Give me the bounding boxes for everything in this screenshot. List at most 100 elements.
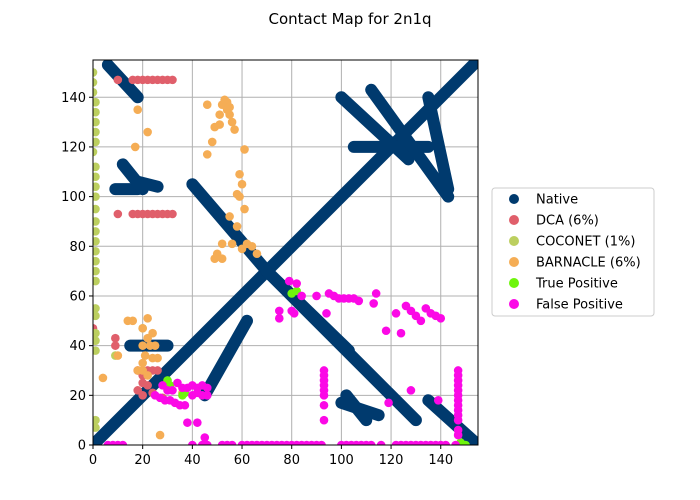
data-point <box>93 276 100 286</box>
y-tick-label: 60 <box>69 289 86 304</box>
data-point <box>93 346 100 355</box>
data-point <box>207 137 217 147</box>
data-point <box>93 415 100 425</box>
data-point <box>143 333 152 343</box>
data-point <box>322 309 331 318</box>
data-point <box>123 316 133 326</box>
data-point <box>93 237 100 246</box>
data-point <box>366 440 376 445</box>
data-point <box>168 75 177 85</box>
data-point <box>319 415 329 425</box>
data-point <box>138 341 147 350</box>
data-point <box>93 127 100 137</box>
data-point <box>183 418 192 427</box>
legend-label: Native <box>536 193 578 208</box>
legend-label: BARNACLE (6%) <box>536 256 641 271</box>
data-point <box>406 386 416 395</box>
data-point <box>143 381 152 390</box>
data-point <box>227 239 237 249</box>
plot-area <box>93 60 478 445</box>
data-point <box>369 299 378 308</box>
data-point <box>225 212 234 221</box>
plot-frame <box>92 59 479 446</box>
data-point <box>93 162 100 172</box>
data-point <box>98 373 108 383</box>
data-point <box>240 145 249 154</box>
y-tick-label: 140 <box>61 91 86 106</box>
data-point <box>93 137 100 147</box>
native-contact-band <box>422 91 455 196</box>
data-point <box>381 326 391 336</box>
legend-marker <box>509 236 519 246</box>
data-point <box>222 105 232 114</box>
native-contact-band <box>422 394 478 445</box>
data-point <box>113 351 123 360</box>
data-point <box>138 358 147 368</box>
native-contact-band <box>198 314 253 402</box>
data-point <box>289 309 299 318</box>
data-point <box>111 333 120 343</box>
data-point <box>227 440 237 445</box>
data-point <box>200 433 210 442</box>
data-point <box>453 430 463 440</box>
data-point <box>93 246 100 256</box>
data-point <box>396 328 406 338</box>
data-point <box>113 209 123 219</box>
data-point <box>93 217 100 226</box>
y-tick-label: 0 <box>78 439 86 454</box>
data-point <box>284 276 294 286</box>
y-tick-label: 100 <box>61 190 86 205</box>
data-point <box>220 95 229 105</box>
x-tick-label: 80 <box>283 453 300 468</box>
data-point <box>319 400 329 410</box>
data-point <box>140 351 150 360</box>
x-tick-label: 140 <box>428 453 453 468</box>
data-point <box>93 147 98 157</box>
native-contact-band <box>365 83 455 203</box>
y-tick-label: 40 <box>69 339 86 354</box>
data-point <box>143 314 152 323</box>
data-point <box>143 127 152 137</box>
native-contact-band <box>101 60 144 104</box>
data-point <box>451 440 460 445</box>
y-tick-label: 20 <box>69 389 86 404</box>
legend-label: COCONET (1%) <box>536 235 635 250</box>
data-point <box>155 430 165 440</box>
data-point <box>202 100 212 110</box>
data-point <box>217 254 227 264</box>
data-point <box>252 249 262 259</box>
legend: Native DCA (6%) COCONET (1%) BARNACLE (6%) T… <box>491 187 655 317</box>
data-point <box>188 440 197 445</box>
data-point <box>215 110 224 119</box>
data-point <box>461 440 470 445</box>
data-point <box>113 75 123 85</box>
data-point <box>93 423 100 432</box>
native-contact-band <box>186 178 273 278</box>
data-point <box>93 182 100 191</box>
series-false-positive <box>103 276 463 445</box>
data-point <box>453 415 463 425</box>
data-point <box>93 117 100 127</box>
data-point <box>118 440 128 445</box>
data-point <box>93 107 100 117</box>
data-point <box>168 209 177 219</box>
data-point <box>247 241 257 251</box>
data-point <box>93 336 100 345</box>
data-point <box>230 125 239 134</box>
scatter-points <box>93 68 470 445</box>
data-point <box>93 256 100 266</box>
data-point <box>143 371 152 380</box>
data-point <box>93 78 98 87</box>
data-point <box>217 239 227 249</box>
native-contact-band <box>93 60 478 445</box>
data-point <box>93 311 100 321</box>
data-point <box>202 383 212 393</box>
data-point <box>433 395 443 405</box>
data-point <box>202 391 212 400</box>
data-point <box>441 440 451 445</box>
data-point <box>274 306 284 316</box>
x-tick-label: 20 <box>134 453 151 468</box>
x-tick-label: 0 <box>89 453 97 468</box>
data-point <box>371 289 381 298</box>
data-point <box>436 314 446 323</box>
